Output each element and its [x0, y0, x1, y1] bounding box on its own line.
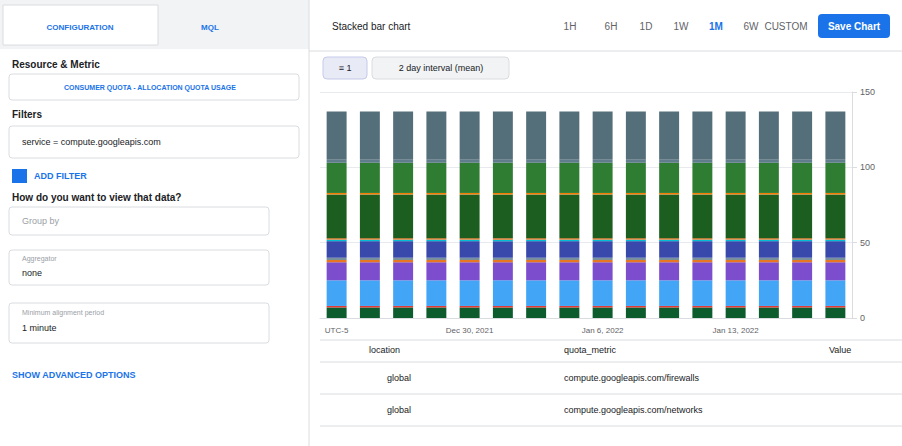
- svg-text:Group by: Group by: [22, 216, 60, 226]
- svg-text:compute.googleapis.com/network: compute.googleapis.com/networks: [564, 405, 703, 415]
- svg-text:Minimum alignment period: Minimum alignment period: [22, 309, 104, 317]
- svg-text:UTC-5: UTC-5: [325, 326, 349, 335]
- svg-text:1M: 1M: [709, 21, 723, 32]
- svg-text:service = compute.googleapis.c: service = compute.googleapis.com: [22, 137, 161, 147]
- svg-text:Jan 13, 2022: Jan 13, 2022: [712, 326, 759, 335]
- svg-text:global: global: [387, 405, 411, 415]
- svg-text:MQL: MQL: [201, 23, 219, 32]
- svg-text:50: 50: [860, 238, 870, 248]
- svg-text:compute.googleapis.com/firewal: compute.googleapis.com/firewalls: [564, 373, 700, 383]
- svg-text:global: global: [387, 373, 411, 383]
- svg-text:SHOW ADVANCED OPTIONS: SHOW ADVANCED OPTIONS: [12, 370, 136, 380]
- svg-text:100: 100: [860, 162, 875, 172]
- svg-text:Jan 6, 2022: Jan 6, 2022: [582, 326, 624, 335]
- svg-text:Aggregator: Aggregator: [22, 255, 57, 263]
- svg-text:CONFIGURATION: CONFIGURATION: [47, 23, 114, 32]
- svg-text:CUSTOM: CUSTOM: [764, 21, 807, 32]
- svg-text:6W: 6W: [744, 21, 760, 32]
- svg-text:ADD FILTER: ADD FILTER: [34, 171, 87, 181]
- svg-text:Resource & Metric: Resource & Metric: [12, 59, 100, 70]
- svg-text:Filters: Filters: [12, 109, 42, 120]
- svg-text:none: none: [22, 268, 42, 278]
- svg-text:Dec 30, 2021: Dec 30, 2021: [446, 326, 494, 335]
- svg-text:150: 150: [860, 87, 875, 97]
- svg-text:How do you want to view that d: How do you want to view that data?: [12, 192, 181, 203]
- svg-text:2 day interval (mean): 2 day interval (mean): [399, 63, 484, 73]
- svg-text:6H: 6H: [605, 21, 618, 32]
- svg-text:Value: Value: [829, 345, 851, 355]
- svg-text:≡ 1: ≡ 1: [339, 63, 352, 73]
- svg-text:0: 0: [860, 313, 865, 323]
- svg-text:quota_metric: quota_metric: [564, 345, 617, 355]
- svg-text:Stacked bar chart: Stacked bar chart: [332, 21, 411, 32]
- svg-text:1D: 1D: [640, 21, 653, 32]
- svg-text:location: location: [369, 345, 400, 355]
- svg-text:1W: 1W: [674, 21, 690, 32]
- svg-text:Save Chart: Save Chart: [828, 21, 881, 32]
- svg-text:1H: 1H: [564, 21, 577, 32]
- svg-text:1 minute: 1 minute: [22, 323, 57, 333]
- svg-text:CONSUMER QUOTA - ALLOCATION QU: CONSUMER QUOTA - ALLOCATION QUOTA USAGE: [64, 84, 236, 92]
